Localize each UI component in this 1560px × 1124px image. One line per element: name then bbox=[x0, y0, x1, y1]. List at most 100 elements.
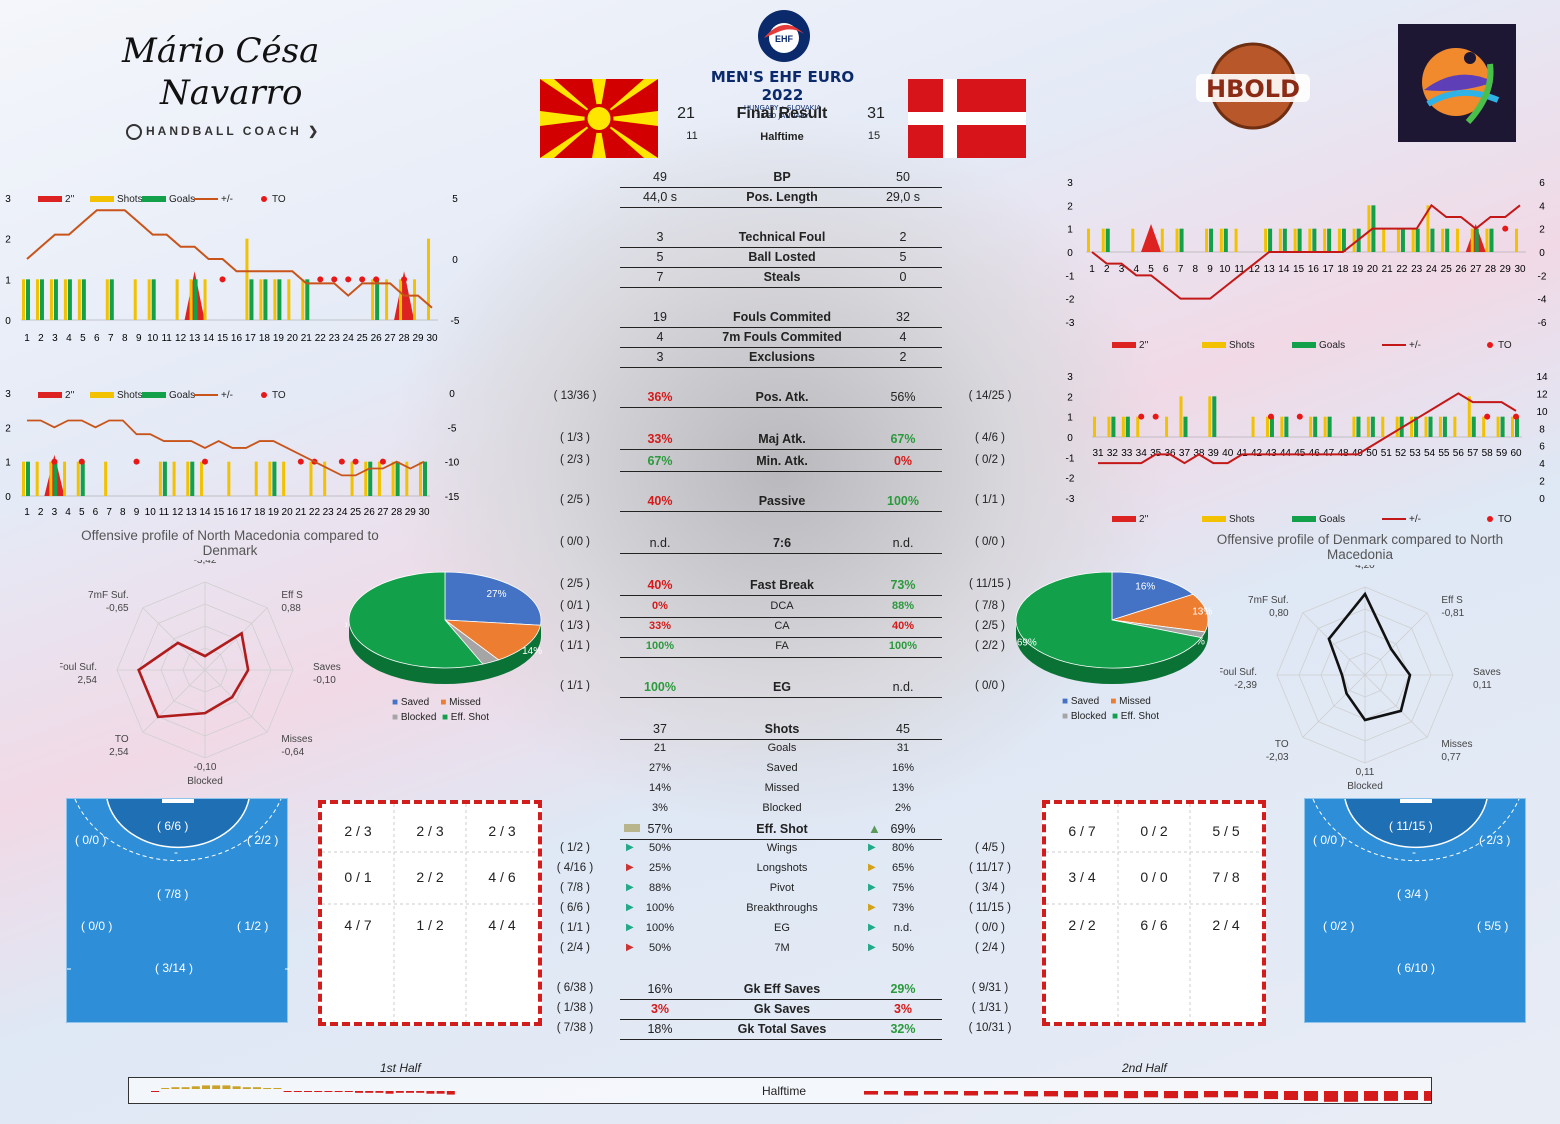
home-value: 5 bbox=[656, 250, 664, 264]
turnover-dot bbox=[133, 458, 140, 465]
radar-value-label: 0,88 bbox=[281, 603, 301, 614]
home-value: 37 bbox=[653, 722, 667, 736]
stat-label: Pivot bbox=[769, 882, 795, 894]
radar-axis-label: Foul Suf. bbox=[1220, 667, 1257, 678]
shots-bar bbox=[385, 279, 389, 320]
y2-tick: 6 bbox=[1539, 178, 1545, 189]
goals-bar bbox=[67, 279, 72, 320]
legend-label: Goals bbox=[169, 390, 195, 401]
home-radar-title: Offensive profile of North Macedonia com… bbox=[81, 528, 379, 558]
x-tick: 8 bbox=[120, 507, 126, 518]
y2-tick: 4 bbox=[1539, 201, 1545, 212]
legend-label: Goals bbox=[169, 194, 195, 205]
home-value: 19 bbox=[653, 310, 667, 324]
home-value: 18% bbox=[647, 1022, 673, 1036]
x-tick: 14 bbox=[1278, 264, 1290, 275]
momentum-bar bbox=[1384, 1091, 1398, 1101]
shots-bar bbox=[1470, 228, 1474, 252]
home-value: 25% bbox=[648, 862, 672, 874]
x-tick: 60 bbox=[1510, 448, 1522, 459]
shots-bar bbox=[1101, 228, 1105, 252]
coach-name-line2: Navarro bbox=[159, 73, 302, 112]
stat-row: 37 Shots 45 bbox=[620, 720, 942, 740]
radar-value-label: -2,03 bbox=[1266, 752, 1289, 763]
goals-bar bbox=[1183, 416, 1188, 437]
shots-bar bbox=[259, 279, 263, 320]
shots-bar bbox=[1482, 416, 1486, 437]
shots-bar bbox=[1424, 416, 1428, 437]
legend-label: +/- bbox=[221, 390, 233, 401]
pie-value-label: 2% bbox=[1191, 637, 1206, 648]
eff-shot-home-icon bbox=[624, 824, 640, 832]
home-value: 49 bbox=[653, 170, 667, 184]
x-tick: 28 bbox=[1485, 264, 1497, 275]
x-tick: 27 bbox=[377, 507, 389, 518]
x-tick: 17 bbox=[245, 333, 257, 344]
momentum-bar bbox=[161, 1088, 170, 1089]
x-tick: 18 bbox=[259, 333, 271, 344]
away-attempts: ( 11/17 ) bbox=[969, 862, 1011, 874]
shots-bar bbox=[63, 279, 67, 320]
shots-bar bbox=[1087, 228, 1090, 252]
x-tick: 25 bbox=[350, 507, 362, 518]
goals-bar bbox=[375, 279, 380, 320]
momentum-bar bbox=[1324, 1091, 1338, 1102]
x-tick: 12 bbox=[1249, 264, 1261, 275]
shots-bar bbox=[1323, 228, 1327, 252]
coach-subtitle: HANDBALL COACH ❯ bbox=[126, 124, 321, 140]
shots-bar bbox=[1438, 416, 1442, 437]
radar-value-label: 0,77 bbox=[1441, 752, 1461, 763]
shots-bar bbox=[1395, 416, 1399, 437]
x-tick: 30 bbox=[418, 507, 430, 518]
radar-axis-label: TO bbox=[1275, 739, 1289, 750]
x-tick: 30 bbox=[426, 333, 438, 344]
x-tick: 6 bbox=[94, 333, 100, 344]
home-attempts: ( 1/2 ) bbox=[559, 842, 591, 854]
legend-label: 2'' bbox=[1139, 514, 1148, 525]
legend-label: Goals bbox=[1319, 340, 1345, 351]
momentum-bar bbox=[375, 1091, 384, 1093]
radar-value-label: -0,81 bbox=[1441, 608, 1464, 619]
momentum-bar bbox=[212, 1085, 221, 1089]
momentum-bar bbox=[1204, 1091, 1218, 1098]
legend-to-swatch bbox=[1487, 516, 1493, 522]
pie-value-label: 27% bbox=[486, 589, 506, 600]
y2-tick: 2 bbox=[1539, 477, 1545, 488]
shots-bar bbox=[1441, 228, 1445, 252]
goals-bar bbox=[277, 279, 282, 320]
x-tick: 1 bbox=[24, 507, 30, 518]
x-tick: 40 bbox=[1222, 448, 1234, 459]
legend-label: Shots bbox=[117, 194, 143, 205]
goals-bar bbox=[1212, 396, 1217, 437]
radar-axis-label: Misses bbox=[281, 734, 312, 745]
x-tick: 14 bbox=[199, 507, 211, 518]
momentum-bar bbox=[984, 1091, 998, 1095]
shots-bar bbox=[1107, 416, 1111, 437]
turnover-dot bbox=[1267, 413, 1274, 420]
momentum-bar bbox=[924, 1091, 938, 1095]
legend-goals-swatch bbox=[1292, 516, 1316, 522]
stat-row: 44,0 s Pos. Length 29,0 s bbox=[620, 188, 942, 208]
goals-bar bbox=[1327, 228, 1332, 252]
x-tick: 7 bbox=[106, 507, 112, 518]
goal-zone-cell: 1 / 2 bbox=[416, 917, 444, 933]
goals-bar bbox=[1209, 228, 1214, 252]
momentum-bar bbox=[1364, 1091, 1378, 1101]
away-value: 100% bbox=[887, 494, 919, 508]
away-attempts: ( 2/5 ) bbox=[974, 620, 1006, 632]
away-attempts: ( 1/31 ) bbox=[971, 1002, 1009, 1014]
shots-bar bbox=[1179, 396, 1183, 437]
turnover-dot bbox=[401, 276, 408, 283]
shots-bar bbox=[1455, 228, 1459, 252]
radar-axis-label: 7mF Suf. bbox=[88, 590, 129, 601]
shots-bar bbox=[105, 279, 109, 320]
home-shot-pie: 27%14%3%57% bbox=[345, 571, 542, 684]
shots-bar bbox=[1352, 416, 1356, 437]
legend-label: Shots bbox=[1229, 514, 1255, 525]
goals-bar bbox=[1111, 416, 1116, 437]
goals-bar bbox=[395, 461, 400, 496]
goals-bar bbox=[263, 279, 268, 320]
denmark-flag bbox=[908, 79, 1026, 158]
y2-tick: 4 bbox=[1539, 459, 1545, 470]
